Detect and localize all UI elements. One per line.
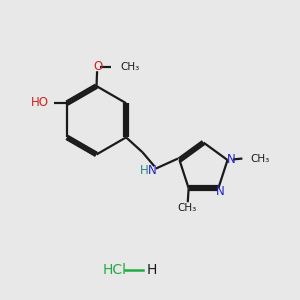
Text: N: N [216,185,225,198]
Text: CH₃: CH₃ [250,154,270,164]
Text: HCl: HCl [102,263,126,278]
Text: N: N [227,153,236,166]
Text: CH₃: CH₃ [178,202,197,213]
Text: H: H [146,263,157,278]
Text: N: N [148,164,157,177]
Text: H: H [140,164,149,177]
Text: CH₃: CH₃ [120,62,140,72]
Text: O: O [93,60,103,73]
Text: HO: HO [31,96,49,109]
